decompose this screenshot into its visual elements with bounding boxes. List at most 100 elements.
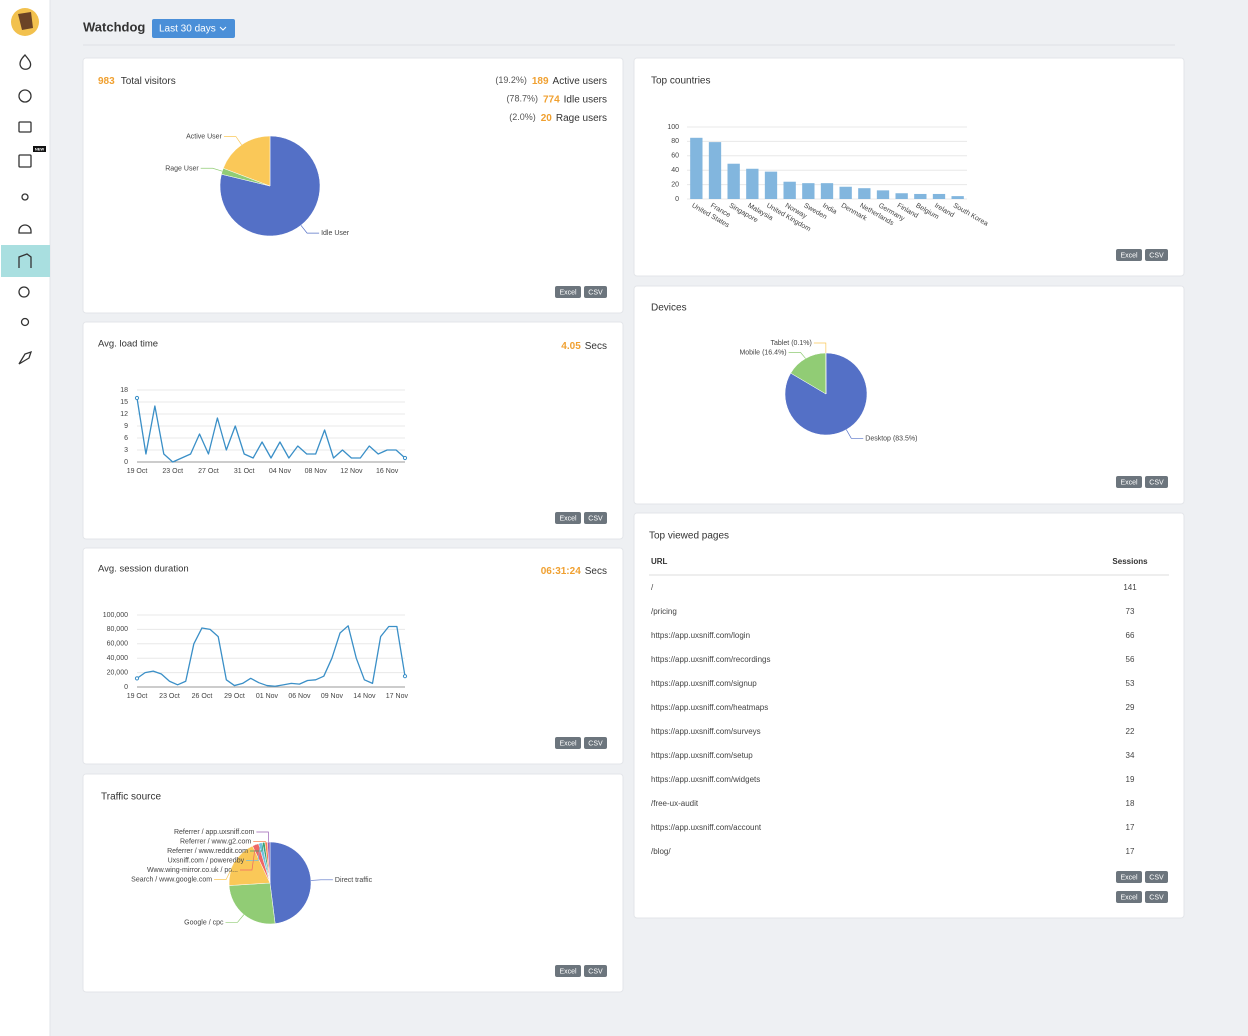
excel-button[interactable]: Excel: [555, 965, 581, 977]
x-tick-label: 14 Nov: [353, 693, 376, 700]
bar: [858, 188, 871, 199]
excel-button[interactable]: Excel: [555, 512, 581, 524]
pie-leader: [813, 342, 827, 354]
pie-label-name: Referrer / app.uxsniff.com: [174, 829, 255, 836]
bar: [802, 183, 815, 199]
table-url[interactable]: https://app.uxsniff.com/setup: [651, 751, 753, 760]
pie-label: Direct traffic: [335, 877, 373, 884]
icon-feedback[interactable]: [18, 121, 32, 133]
table-url[interactable]: https://app.uxsniff.com/surveys: [651, 727, 761, 736]
icon-gauge[interactable]: [18, 224, 32, 234]
bar: [783, 181, 796, 199]
pie-label-name: Active User: [186, 133, 222, 140]
y-tick-label: 60: [671, 153, 679, 160]
card-title: Avg. session duration: [98, 564, 189, 575]
csv-button-bg: [584, 965, 607, 977]
icon-paw[interactable]: [21, 193, 29, 201]
icon-user[interactable]: [20, 317, 30, 327]
excel-button[interactable]: Excel: [1116, 476, 1142, 488]
bar: [839, 186, 852, 199]
icon-heat[interactable]: [19, 54, 32, 70]
x-tick-label: 04 Nov: [269, 468, 292, 475]
y-tick-label: 15: [120, 399, 128, 406]
excel-button-label: Excel: [559, 740, 577, 747]
table-url[interactable]: /free-ux-audit: [651, 799, 699, 808]
pie-label-name: Uxsniff.com / poweredby: [168, 857, 245, 864]
pie-label-value: (0.1%): [791, 340, 812, 347]
table-header: URL: [651, 557, 668, 566]
csv-button[interactable]: CSV: [584, 286, 607, 298]
pie-label-name: Idle User: [321, 230, 350, 237]
page-title: Watchdog: [83, 19, 145, 34]
icon-search[interactable]: [18, 286, 30, 298]
table-url[interactable]: https://app.uxsniff.com/widgets: [651, 775, 760, 784]
x-tick-label: 19 Oct: [127, 693, 148, 700]
pie-leader: [788, 352, 806, 359]
sidebar-icons: [18, 54, 32, 234]
pie-leader: [246, 843, 261, 861]
x-tick-label: 31 Oct: [234, 468, 255, 475]
range-button-bg: [152, 19, 235, 38]
csv-button[interactable]: CSV: [584, 737, 607, 749]
line-end-point: [134, 395, 140, 401]
x-tick-label: 16 Nov: [376, 468, 399, 475]
csv-button-bg: [584, 737, 607, 749]
csv-button[interactable]: CSV: [1145, 891, 1168, 903]
total-visitors-label: Total visitors: [121, 76, 176, 87]
stat-unit: Secs: [585, 341, 607, 352]
table-url[interactable]: https://app.uxsniff.com/recordings: [651, 655, 770, 664]
csv-button[interactable]: CSV: [1145, 249, 1168, 261]
table-url[interactable]: /: [651, 583, 654, 592]
excel-button-bg: [555, 965, 581, 977]
table-url[interactable]: https://app.uxsniff.com/account: [651, 823, 762, 832]
table-url[interactable]: /pricing: [651, 607, 677, 616]
avatar[interactable]: [11, 8, 39, 36]
stat-share: (19.2%): [495, 75, 527, 85]
stat-count: 189: [532, 76, 549, 87]
table-url[interactable]: /blog/: [651, 847, 671, 856]
pie-label-name: Referrer / www.reddit.com: [167, 848, 248, 855]
pie-slice: [228, 882, 276, 925]
icon-watchdog[interactable]: [18, 253, 32, 268]
y-tick-label: 60,000: [107, 641, 129, 648]
pie-label: Referrer / www.g2.com: [180, 838, 251, 845]
excel-button-label: Excel: [559, 289, 577, 296]
csv-button[interactable]: CSV: [584, 512, 607, 524]
pie-leader: [225, 914, 245, 923]
excel-button-bg: [555, 286, 581, 298]
sidebar-active[interactable]: [1, 245, 50, 277]
csv-button[interactable]: CSV: [1145, 476, 1168, 488]
csv-button[interactable]: CSV: [584, 965, 607, 977]
stat-unit: Secs: [585, 566, 607, 577]
excel-button[interactable]: Excel: [555, 737, 581, 749]
excel-button[interactable]: Excel: [555, 286, 581, 298]
icon-play[interactable]: [18, 89, 32, 103]
line-end-point: [402, 455, 408, 461]
range-button[interactable]: Last 30 days: [152, 19, 235, 38]
table-url[interactable]: https://app.uxsniff.com/heatmaps: [651, 703, 768, 712]
line-end-point: [134, 676, 140, 681]
y-tick-label: 20: [671, 181, 679, 188]
icon-report[interactable]: [18, 154, 32, 168]
csv-button[interactable]: CSV: [1145, 871, 1168, 883]
table-url[interactable]: https://app.uxsniff.com/login: [651, 631, 750, 640]
stat-label: Idle users: [564, 94, 607, 105]
table-sessions: 19: [1126, 775, 1135, 784]
x-tick-label: 26 Oct: [192, 693, 213, 700]
table-sessions: 34: [1126, 751, 1135, 760]
table-url[interactable]: https://app.uxsniff.com/signup: [651, 679, 757, 688]
stat-label: Active users: [553, 76, 607, 87]
csv-button-label: CSV: [588, 740, 603, 747]
total-visitors-count: 983: [98, 76, 115, 87]
y-tick-label: 40: [671, 167, 679, 174]
pie-leader: [256, 831, 270, 843]
x-tick-label: 19 Oct: [127, 468, 148, 475]
x-tick-label: 23 Oct: [159, 693, 180, 700]
excel-button[interactable]: Excel: [1116, 891, 1142, 903]
icon-rocket[interactable]: [18, 350, 33, 365]
y-tick-label: 20,000: [107, 669, 129, 676]
pie-label: Tablet (0.1%): [771, 340, 812, 347]
excel-button[interactable]: Excel: [1116, 249, 1142, 261]
excel-button[interactable]: Excel: [1116, 871, 1142, 883]
pie-label-name: Referrer / www.g2.com: [180, 838, 251, 845]
